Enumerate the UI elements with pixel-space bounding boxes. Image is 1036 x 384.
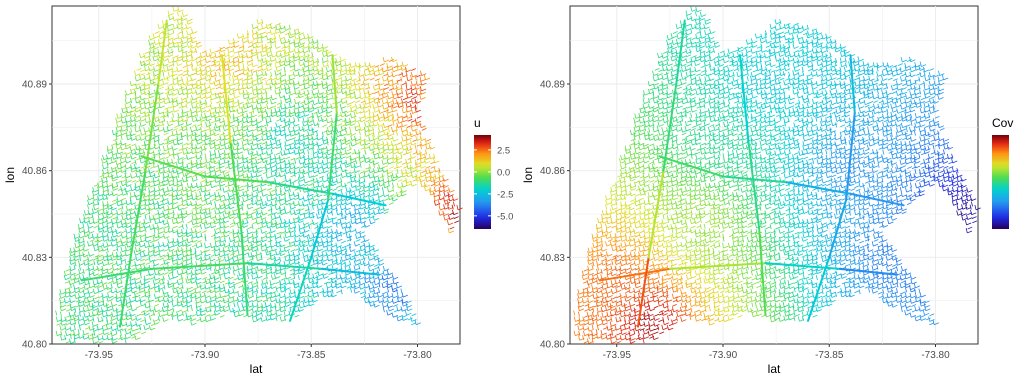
chart-svg-u: -73.95-73.90-73.85-73.8040.8040.8340.864…	[0, 0, 518, 379]
